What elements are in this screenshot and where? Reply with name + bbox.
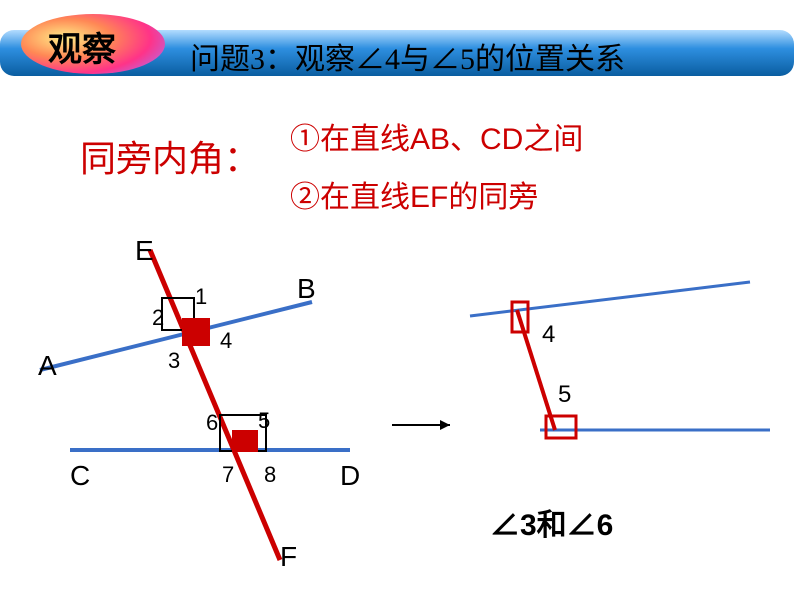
badge-text: 观察 xyxy=(48,22,116,71)
svg-text:A: A xyxy=(38,350,57,381)
svg-text:4: 4 xyxy=(220,328,232,353)
question-text: 问题3：观察∠4与∠5的位置关系 xyxy=(190,34,625,78)
left-diagram: ABCDEF12345678 xyxy=(20,240,400,580)
bullet-2: ②在直线EF的同旁 xyxy=(290,172,538,216)
svg-text:C: C xyxy=(70,460,90,491)
concept-label: 同旁内角： xyxy=(80,130,260,182)
svg-text:E: E xyxy=(135,240,154,266)
svg-text:3: 3 xyxy=(168,348,180,373)
svg-text:5: 5 xyxy=(558,381,571,408)
svg-text:B: B xyxy=(297,273,316,304)
svg-text:1: 1 xyxy=(195,284,207,309)
svg-text:5: 5 xyxy=(258,408,270,433)
svg-text:D: D xyxy=(340,460,360,491)
right-diagram: 45 xyxy=(450,270,780,470)
svg-text:7: 7 xyxy=(222,462,234,487)
svg-text:4: 4 xyxy=(542,321,555,348)
bullet-1: ①在直线AB、CD之间 xyxy=(290,114,583,158)
answer-text: ∠3和∠6 xyxy=(490,500,613,544)
svg-text:8: 8 xyxy=(264,462,276,487)
svg-text:F: F xyxy=(280,541,297,572)
svg-text:6: 6 xyxy=(206,410,218,435)
svg-text:2: 2 xyxy=(152,305,164,330)
